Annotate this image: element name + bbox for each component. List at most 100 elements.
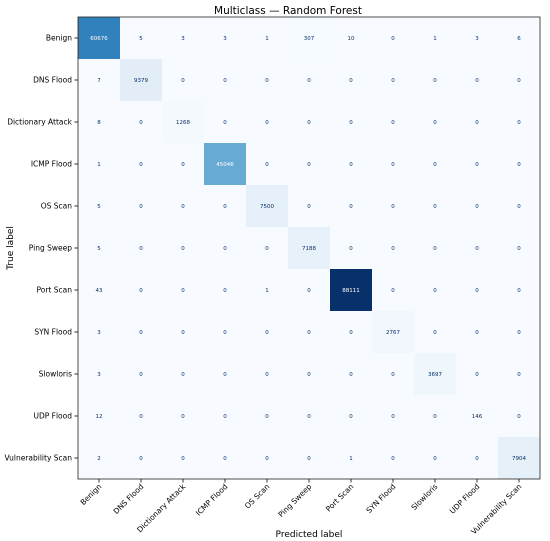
cell-value-label: 0 xyxy=(265,78,269,84)
heatmap-cell xyxy=(246,143,288,185)
cell-value-label: 307 xyxy=(304,36,315,42)
cell-value-label: 5 xyxy=(139,36,143,42)
cell-value-label: 0 xyxy=(517,162,521,168)
cell-value-label: 0 xyxy=(265,162,269,168)
heatmap-cell xyxy=(120,185,162,227)
heatmap-cell xyxy=(204,353,246,395)
cell-value-label: 7188 xyxy=(302,246,316,252)
heatmap-cell xyxy=(456,395,498,437)
heatmap-cell xyxy=(456,437,498,479)
heatmap-cell xyxy=(288,227,330,269)
heatmap-cell xyxy=(414,185,456,227)
y-tick-label: Vulnerability Scan xyxy=(4,454,72,463)
cell-value-label: 0 xyxy=(181,204,185,210)
cell-value-label: 0 xyxy=(475,372,479,378)
heatmap-cell xyxy=(204,269,246,311)
heatmap-cell xyxy=(372,227,414,269)
cell-value-label: 1 xyxy=(97,162,101,168)
y-tick-label: UDP Flood xyxy=(33,412,72,421)
cell-value-label: 0 xyxy=(475,204,479,210)
heatmap-cell xyxy=(78,395,120,437)
cell-value-label: 0 xyxy=(349,162,353,168)
y-tick-label: Dictionary Attack xyxy=(7,118,72,127)
heatmap-cell xyxy=(78,353,120,395)
cell-value-label: 7904 xyxy=(512,456,526,462)
heatmap-cell xyxy=(246,269,288,311)
cell-value-label: 0 xyxy=(391,36,395,42)
cell-value-label: 7500 xyxy=(260,204,274,210)
heatmap-cell xyxy=(414,17,456,59)
heatmap-cell xyxy=(330,395,372,437)
cell-value-label: 0 xyxy=(181,288,185,294)
cell-value-label: 0 xyxy=(139,330,143,336)
heatmap-cells xyxy=(78,17,540,479)
heatmap-cell xyxy=(120,269,162,311)
heatmap-cell xyxy=(456,353,498,395)
heatmap-cell xyxy=(288,143,330,185)
cell-value-label: 0 xyxy=(307,456,311,462)
heatmap-cell xyxy=(204,227,246,269)
heatmap-cell xyxy=(78,437,120,479)
y-tick-label: Slowloris xyxy=(39,370,72,379)
cell-value-label: 0 xyxy=(139,372,143,378)
heatmap-cell xyxy=(330,269,372,311)
heatmap-cell xyxy=(288,395,330,437)
cell-value-label: 0 xyxy=(307,288,311,294)
cell-value-label: 0 xyxy=(433,246,437,252)
heatmap-cell xyxy=(246,395,288,437)
cell-value-label: 0 xyxy=(307,78,311,84)
heatmap-cell xyxy=(372,311,414,353)
cell-value-label: 146 xyxy=(472,414,483,420)
heatmap-cell xyxy=(498,311,540,353)
heatmap-cell xyxy=(204,101,246,143)
cell-value-label: 0 xyxy=(433,162,437,168)
cell-value-label: 0 xyxy=(475,162,479,168)
cell-value-label: 0 xyxy=(391,162,395,168)
cell-value-label: 45046 xyxy=(216,162,234,168)
y-tick-label: Ping Sweep xyxy=(29,244,72,253)
heatmap-cell xyxy=(330,59,372,101)
cell-value-label: 0 xyxy=(391,372,395,378)
heatmap-cell xyxy=(246,227,288,269)
heatmap-cell xyxy=(456,17,498,59)
cell-value-label: 0 xyxy=(349,120,353,126)
heatmap-cell xyxy=(498,395,540,437)
heatmap-cell xyxy=(204,437,246,479)
heatmap-cell xyxy=(456,185,498,227)
cell-value-label: 0 xyxy=(139,120,143,126)
cell-value-label: 3 xyxy=(97,372,101,378)
cell-value-label: 1 xyxy=(265,288,269,294)
heatmap-cell xyxy=(330,437,372,479)
cell-value-label: 0 xyxy=(265,372,269,378)
cell-value-label: 0 xyxy=(139,414,143,420)
y-tick-label: DNS Flood xyxy=(33,76,72,85)
heatmap-cell xyxy=(414,353,456,395)
y-tick-label: Benign xyxy=(46,34,72,43)
cell-value-label: 88111 xyxy=(342,288,360,294)
chart-title: Multiclass — Random Forest xyxy=(214,5,362,17)
heatmap-cell xyxy=(372,395,414,437)
cell-value-label: 0 xyxy=(517,372,521,378)
cell-value-label: 0 xyxy=(475,456,479,462)
cell-value-label: 0 xyxy=(181,78,185,84)
heatmap-cell xyxy=(498,437,540,479)
cell-value-label: 0 xyxy=(391,78,395,84)
heatmap-cell xyxy=(120,17,162,59)
cell-value-label: 7 xyxy=(97,78,101,84)
heatmap-cell xyxy=(498,227,540,269)
cell-value-label: 0 xyxy=(391,414,395,420)
cell-value-label: 12 xyxy=(96,414,103,420)
cell-value-label: 0 xyxy=(223,246,227,252)
cell-value-label: 0 xyxy=(223,414,227,420)
cell-value-label: 60676 xyxy=(90,36,108,42)
cell-value-label: 0 xyxy=(475,288,479,294)
cell-value-label: 0 xyxy=(139,162,143,168)
heatmap-cell xyxy=(162,353,204,395)
cell-value-label: 0 xyxy=(307,330,311,336)
heatmap-cell xyxy=(204,59,246,101)
cell-value-label: 0 xyxy=(433,78,437,84)
heatmap-cell xyxy=(246,59,288,101)
heatmap-cell xyxy=(78,227,120,269)
heatmap-cell xyxy=(120,353,162,395)
heatmap-cell xyxy=(120,101,162,143)
